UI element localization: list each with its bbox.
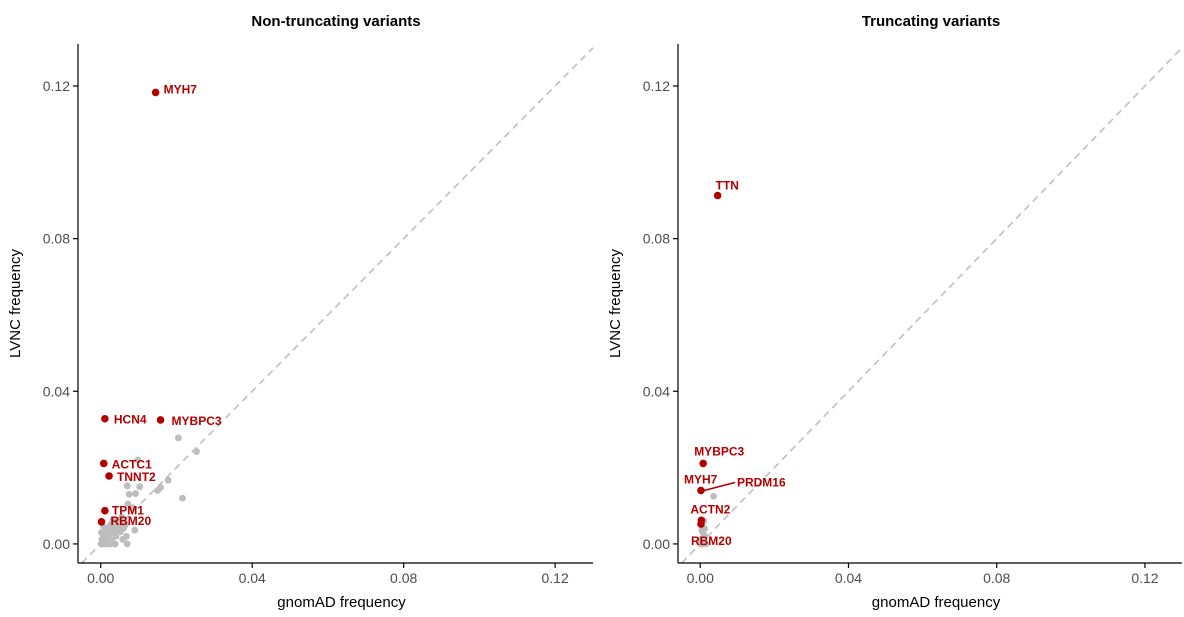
background-point xyxy=(134,456,142,464)
gene-label: TNNT2 xyxy=(117,470,156,484)
gene-label: ACTN2 xyxy=(690,502,730,516)
highlight-point xyxy=(699,459,707,468)
gene-label: TPM1 xyxy=(112,504,144,518)
x-axis-title: gnomAD frequency xyxy=(872,594,1001,611)
label-leader-line xyxy=(703,481,736,492)
background-point xyxy=(119,535,127,543)
highlight-point xyxy=(151,88,160,97)
y-tick-label: 0.04 xyxy=(643,383,670,399)
gene-label: PRDM16 xyxy=(737,475,786,489)
gene-label: RBM20 xyxy=(691,534,732,548)
background-point xyxy=(123,482,131,490)
background-point xyxy=(193,448,200,455)
y-tick-label: 0.12 xyxy=(643,78,670,94)
background-point xyxy=(697,540,705,548)
gene-label: MYH7 xyxy=(684,472,718,486)
background-point xyxy=(128,504,136,512)
panel-title: Non-truncating variants xyxy=(251,13,420,30)
background-point xyxy=(120,519,128,526)
background-point xyxy=(123,540,131,548)
background-point xyxy=(179,494,186,502)
background-point xyxy=(701,532,709,540)
y-tick-label: 0.00 xyxy=(643,536,670,552)
gene-label: TTN xyxy=(716,179,739,193)
x-tick-label: 0.00 xyxy=(87,570,114,586)
y-tick-label: 0.04 xyxy=(43,383,70,399)
background-point xyxy=(702,540,710,548)
highlight-point xyxy=(713,191,722,200)
background-point xyxy=(154,487,161,494)
background-point xyxy=(164,476,172,484)
panel-2: Truncating variants 0.00 0.04 0.08 0.12 0.00 0… xyxy=(607,13,1183,611)
background-point xyxy=(174,434,182,442)
gene-label: MYBPC3 xyxy=(172,414,222,428)
y-tick-label: 0.12 xyxy=(43,78,70,94)
highlight-point xyxy=(101,414,109,423)
highlight-point xyxy=(105,472,113,480)
highlight-point xyxy=(697,486,705,495)
highlight-point xyxy=(156,416,165,424)
x-tick-label: 0.12 xyxy=(542,570,569,586)
y-axis-title: LVNC frequency xyxy=(7,249,24,358)
gene-label: ACTC1 xyxy=(112,457,152,471)
background-point xyxy=(97,540,105,548)
background-point xyxy=(125,490,133,498)
gene-label: HCN4 xyxy=(114,413,147,427)
panel-title: Truncating variants xyxy=(862,13,1000,30)
gene-label: MYBPC3 xyxy=(694,444,744,458)
gene-label: MYH7 xyxy=(164,82,198,96)
x-tick-label: 0.08 xyxy=(390,570,417,586)
x-tick-label: 0.00 xyxy=(687,570,714,586)
background-point xyxy=(132,490,139,497)
background-point xyxy=(136,483,144,491)
x-tick-label: 0.12 xyxy=(1131,570,1158,586)
y-tick-label: 0.00 xyxy=(43,536,70,552)
x-tick-label: 0.08 xyxy=(983,570,1010,586)
highlight-point xyxy=(101,506,109,515)
gene-label: RBM20 xyxy=(110,514,151,528)
highlight-point xyxy=(97,517,106,526)
x-tick-label: 0.04 xyxy=(835,570,862,586)
background-point xyxy=(98,529,105,536)
panel-1: Non-truncating variants 0.00 0.04 0.08 0.12 0… xyxy=(7,13,594,611)
y-tick-label: 0.08 xyxy=(643,231,670,247)
highlight-point xyxy=(99,459,108,468)
x-axis-title: gnomAD frequency xyxy=(277,594,406,611)
x-tick-label: 0.04 xyxy=(239,570,266,586)
background-point xyxy=(117,528,124,536)
y-tick-label: 0.08 xyxy=(43,231,70,247)
background-point xyxy=(710,492,717,500)
background-point xyxy=(115,517,122,525)
highlight-point xyxy=(697,520,705,528)
background-point xyxy=(131,526,139,534)
background-point xyxy=(698,527,706,534)
y-axis-title: LVNC frequency xyxy=(607,249,624,358)
